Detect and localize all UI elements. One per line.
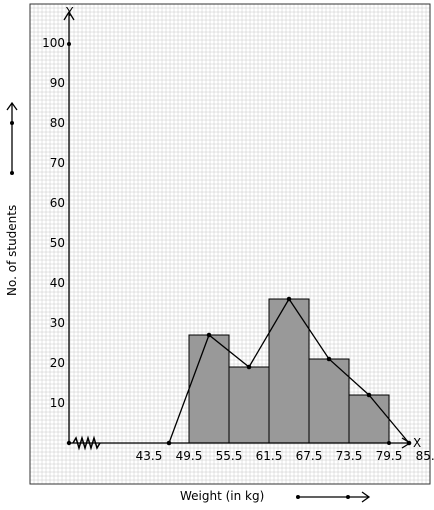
x-axis-end-point [387,441,391,445]
y-axis-letter: Y [65,5,74,19]
x-tick-label: 67.5 [296,449,323,463]
x-tick-label: 43.5 [136,449,163,463]
x-tick-label: 79.5 [376,449,403,463]
histogram-bar [228,366,270,444]
polygon-point [406,440,412,446]
y-tick-label: 80 [50,116,65,130]
y-tick-label: 50 [50,236,65,250]
y-direction-dot [10,171,14,175]
y-tick-label: 90 [50,76,65,90]
y-tick-label: 70 [50,156,65,170]
polygon-point [326,356,332,362]
polygon-point [366,392,372,398]
y-direction-dot [10,121,14,125]
histogram-bar [348,394,390,444]
polygon-point [166,440,172,446]
y-axis-arrow-icon [63,10,75,21]
y-tick-label: 30 [50,316,65,330]
polygon-point [246,364,252,370]
x-tick-label: 55.5 [216,449,243,463]
y-tick-label: 40 [50,276,65,290]
axes [63,10,412,451]
x-direction-dot [296,495,300,499]
polygon-point [206,332,212,338]
y-axis-title: No. of students [5,205,19,296]
y-axis-end-point [67,42,71,46]
x-direction-arrow-icon [361,491,371,503]
histogram-bar [308,358,350,444]
y-tick-label: 100 [42,36,65,50]
axis-labels: Y X Weight (in kg) No. of students 10 20 3… [5,5,434,503]
x-tick-label: 85.5 [416,449,434,463]
graph-paper-grid [29,3,431,485]
x-tick-label: 49.5 [176,449,203,463]
axis-break-zigzag-icon [72,435,101,451]
direction-arrows [6,101,371,503]
y-direction-arrow-icon [6,101,18,111]
x-tick-label: 61.5 [256,449,283,463]
grid-frame [29,3,431,485]
histogram-bar [188,334,230,444]
histogram-bars [188,298,390,444]
origin-point [66,440,72,446]
x-direction-dot [346,495,350,499]
frequency-polygon [166,296,412,446]
y-tick-label: 10 [50,396,65,410]
y-tick-label: 60 [50,196,65,210]
y-tick-label: 20 [50,356,65,370]
x-axis-title: Weight (in kg) [180,489,264,503]
polygon-point [286,296,292,302]
x-axis-letter: X [413,436,421,450]
x-tick-label: 73.5 [336,449,363,463]
